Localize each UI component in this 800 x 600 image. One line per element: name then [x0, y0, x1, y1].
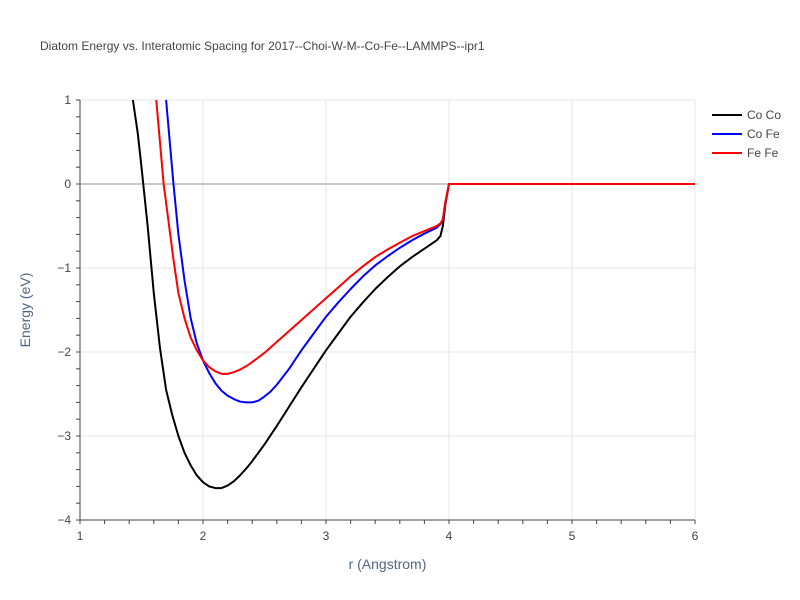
x-axis-title: r (Angstrom): [349, 556, 427, 572]
x-tick-label: 1: [77, 529, 84, 543]
x-tick-label: 4: [446, 529, 453, 543]
legend-item-co-co[interactable]: Co Co: [712, 108, 781, 122]
x-tick-label: 5: [569, 529, 576, 543]
legend-label: Fe Fe: [747, 146, 779, 160]
x-tick-label: 3: [323, 529, 330, 543]
y-tick-label: −3: [57, 429, 71, 443]
legend[interactable]: Co Co Co Fe Fe Fe: [712, 108, 781, 160]
series-line-fe-fe[interactable]: [155, 100, 695, 375]
legend-item-co-fe[interactable]: Co Fe: [712, 127, 780, 141]
y-axis-title: Energy (eV): [17, 273, 33, 348]
chart-title: Diatom Energy vs. Interatomic Spacing fo…: [40, 39, 485, 53]
y-tick-label: −1: [57, 261, 71, 275]
legend-label: Co Co: [747, 108, 781, 122]
series-group: [131, 100, 695, 490]
y-tick-label: −2: [57, 345, 71, 359]
x-tick-label: 2: [200, 529, 207, 543]
series-line-co-co[interactable]: [131, 100, 695, 490]
y-tick-label: −4: [57, 513, 71, 527]
legend-label: Co Fe: [747, 127, 780, 141]
legend-item-fe-fe[interactable]: Fe Fe: [712, 146, 779, 160]
y-tick-label: 0: [64, 177, 71, 191]
series-line-co-fe[interactable]: [165, 100, 695, 404]
y-tick-label: 1: [64, 93, 71, 107]
x-tick-label: 6: [692, 529, 699, 543]
axes: 1 2 3 4 5 6 −4 −3 −2 −1 0 1: [57, 93, 698, 543]
